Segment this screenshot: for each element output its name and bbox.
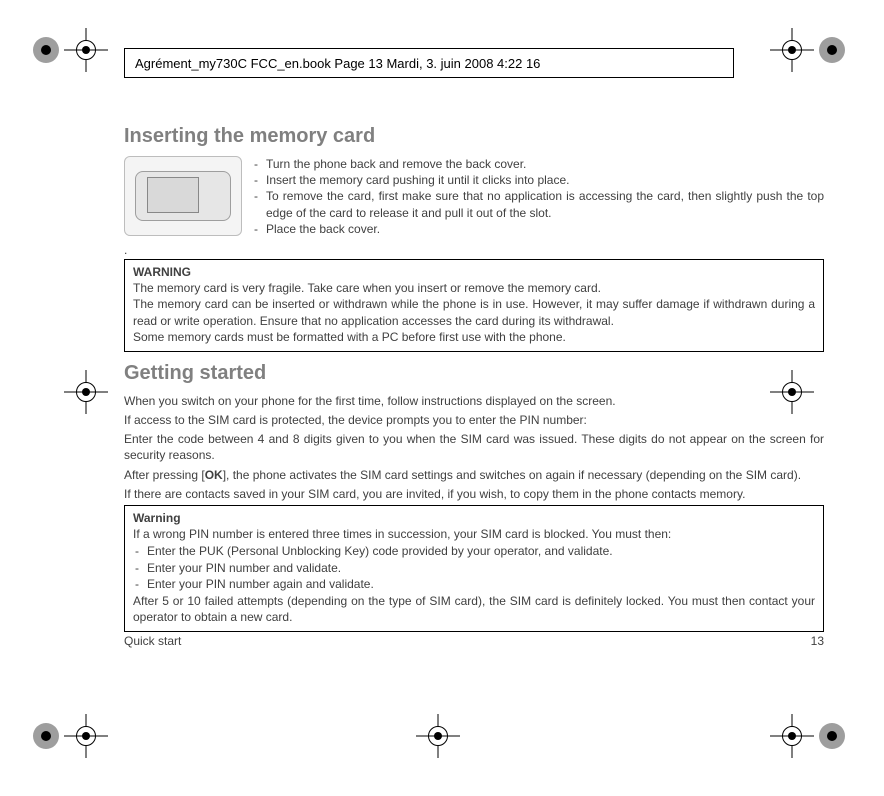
warning-text: The memory card can be inserted or withd… xyxy=(133,296,815,328)
started-paragraph: When you switch on your phone for the fi… xyxy=(124,393,824,409)
warning-sub-item: Enter your PIN number again and validate… xyxy=(133,576,815,592)
stray-dot: . xyxy=(124,243,824,257)
warning-title: WARNING xyxy=(133,264,815,280)
page-content: Inserting the memory card Turn the phone… xyxy=(124,125,824,642)
memory-intro-row: Turn the phone back and remove the back … xyxy=(124,156,824,237)
crosshair-mark xyxy=(416,714,460,758)
warning-text: Some memory cards must be formatted with… xyxy=(133,329,815,345)
memory-instruction-item: Turn the phone back and remove the back … xyxy=(254,156,824,172)
footer-page-number: 13 xyxy=(811,634,824,648)
warning-box-pin: Warning If a wrong PIN number is entered… xyxy=(124,505,824,632)
section-title-started: Getting started xyxy=(124,362,824,385)
crosshair-mark xyxy=(64,370,108,414)
corner-mark xyxy=(819,37,845,63)
section-title-memory: Inserting the memory card xyxy=(124,125,824,148)
page-header-bar: Agrément_my730C FCC_en.book Page 13 Mard… xyxy=(124,48,734,78)
warning-tail: After 5 or 10 failed attempts (depending… xyxy=(133,593,815,625)
warning-text: The memory card is very fragile. Take ca… xyxy=(133,280,815,296)
warning-lead: If a wrong PIN number is entered three t… xyxy=(133,526,815,542)
warning-sub-list: Enter the PUK (Personal Unblocking Key) … xyxy=(133,543,815,592)
memory-instruction-list: Turn the phone back and remove the back … xyxy=(254,156,824,237)
warning-title: Warning xyxy=(133,510,815,526)
memory-instruction-item: To remove the card, first make sure that… xyxy=(254,188,824,220)
crosshair-mark xyxy=(64,714,108,758)
memory-instruction-item: Insert the memory card pushing it until … xyxy=(254,172,824,188)
started-p4-post: ], the phone activates the SIM card sett… xyxy=(223,468,801,482)
started-paragraph: If access to the SIM card is protected, … xyxy=(124,412,824,428)
footer-left: Quick start xyxy=(124,634,181,648)
crosshair-mark xyxy=(64,28,108,72)
corner-mark xyxy=(819,723,845,749)
warning-sub-item: Enter the PUK (Personal Unblocking Key) … xyxy=(133,543,815,559)
phone-illustration xyxy=(124,156,242,236)
page-footer: Quick start 13 xyxy=(124,634,824,648)
corner-mark xyxy=(33,37,59,63)
crosshair-mark xyxy=(770,370,814,414)
started-paragraph: Enter the code between 4 and 8 digits gi… xyxy=(124,431,824,463)
started-paragraph: After pressing [OK], the phone activates… xyxy=(124,467,824,483)
warning-box-memory: WARNING The memory card is very fragile.… xyxy=(124,259,824,352)
crosshair-mark xyxy=(770,28,814,72)
corner-mark xyxy=(33,723,59,749)
warning-sub-item: Enter your PIN number and validate. xyxy=(133,560,815,576)
crosshair-mark xyxy=(770,714,814,758)
page-header-text: Agrément_my730C FCC_en.book Page 13 Mard… xyxy=(135,56,540,71)
started-p4-pre: After pressing [ xyxy=(124,468,205,482)
ok-label: OK xyxy=(205,468,223,482)
started-paragraph: If there are contacts saved in your SIM … xyxy=(124,486,824,502)
memory-instruction-item: Place the back cover. xyxy=(254,221,824,237)
